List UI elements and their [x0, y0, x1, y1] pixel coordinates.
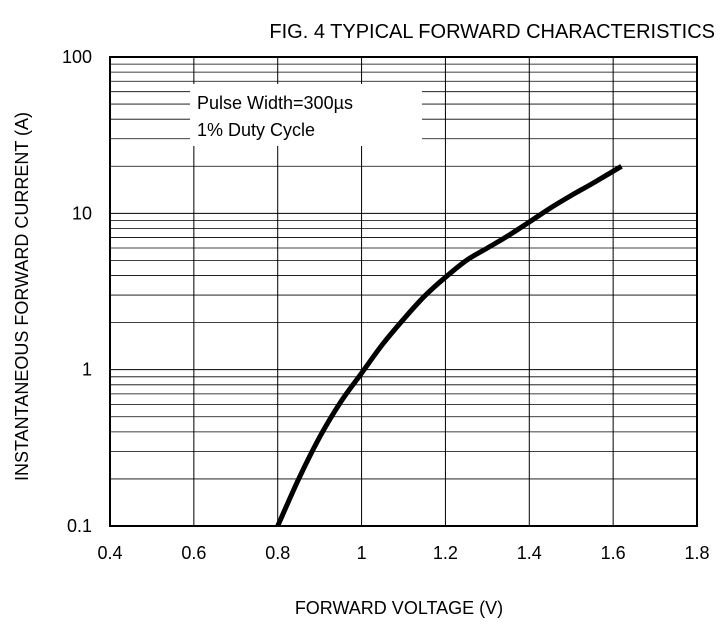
x-axis-label: FORWARD VOLTAGE (V)	[295, 598, 503, 618]
x-tick-label: 0.6	[181, 543, 206, 563]
x-tick-label: 1	[357, 543, 367, 563]
y-tick-label: 1	[82, 360, 92, 380]
x-tick-label: 1.6	[601, 543, 626, 563]
y-axis-label: INSTANTANEOUS FORWARD CURRENT (A)	[12, 112, 32, 481]
x-tick-label: 1.8	[684, 543, 709, 563]
curve-layer	[275, 164, 623, 528]
annotation-pulse-width: Pulse Width=300µs	[197, 93, 353, 113]
x-tick-label: 1.4	[517, 543, 542, 563]
y-tick-label: 0.1	[67, 516, 92, 536]
grid	[109, 57, 698, 527]
x-tick-label: 0.8	[265, 543, 290, 563]
chart-title: FIG. 4 TYPICAL FORWARD CHARACTERISTICS	[269, 21, 715, 43]
annotation-duty-cycle: 1% Duty Cycle	[197, 120, 315, 140]
y-tick-label: 10	[72, 203, 92, 223]
x-tick-label: 0.4	[97, 543, 122, 563]
x-tick-label: 1.2	[433, 543, 458, 563]
plot-frame	[109, 56, 698, 527]
tick-labels: 0.4 0.6 0.8 1 1.2 1.4 1.6 1.8 0.1 1 10 100	[62, 47, 710, 563]
y-tick-label: 100	[62, 47, 92, 67]
forward-characteristic-curve	[275, 164, 623, 528]
annotation-box: Pulse Width=300µs 1% Duty Cycle	[190, 84, 422, 146]
